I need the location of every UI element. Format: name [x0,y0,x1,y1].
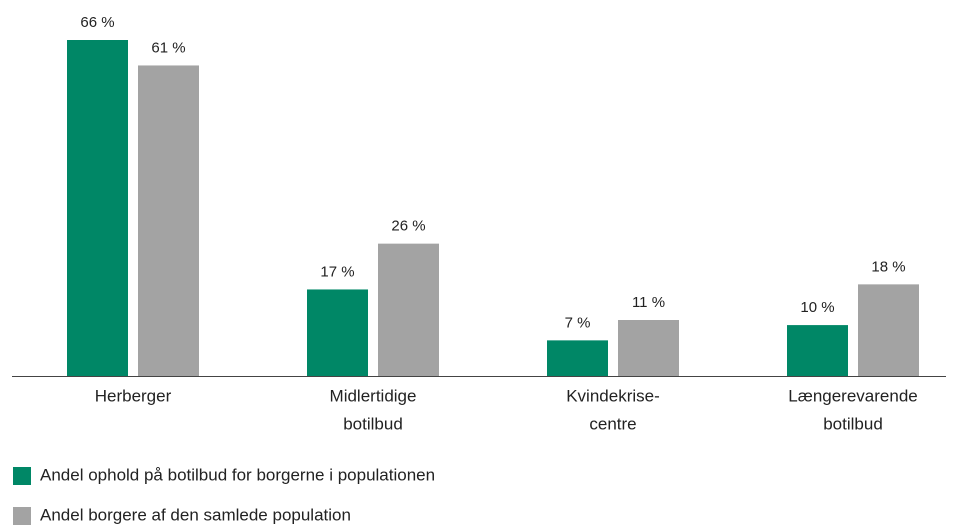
data-label: 66 % [80,14,114,31]
bar [378,243,439,376]
x-tick-label: Kvindekrise- [566,386,660,405]
bar [547,340,608,376]
bar [67,40,128,376]
data-label: 7 % [565,314,591,331]
x-tick-label: botilbud [343,414,403,433]
x-tick-label: Midlertidige [330,386,417,405]
data-label: 61 % [151,39,185,56]
x-tick-label: botilbud [823,414,883,433]
data-label: 11 % [632,294,665,311]
bar [618,320,679,376]
data-label: 18 % [871,258,905,275]
x-tick-label: Herberger [95,386,172,405]
x-tick-label: centre [589,414,636,433]
legend-label: Andel ophold på botilbud for borgerne i … [40,465,435,484]
data-label: 10 % [800,299,834,316]
x-tick-label: Længerevarende [788,386,917,405]
legend-label: Andel borgere af den samlede population [40,505,351,524]
legend-swatch [13,467,31,485]
bar [858,284,919,376]
legend-swatch [13,507,31,525]
data-label: 17 % [320,263,354,280]
bar [138,65,199,377]
bar [787,325,848,376]
data-label: 26 % [391,218,425,235]
bar [307,289,368,376]
